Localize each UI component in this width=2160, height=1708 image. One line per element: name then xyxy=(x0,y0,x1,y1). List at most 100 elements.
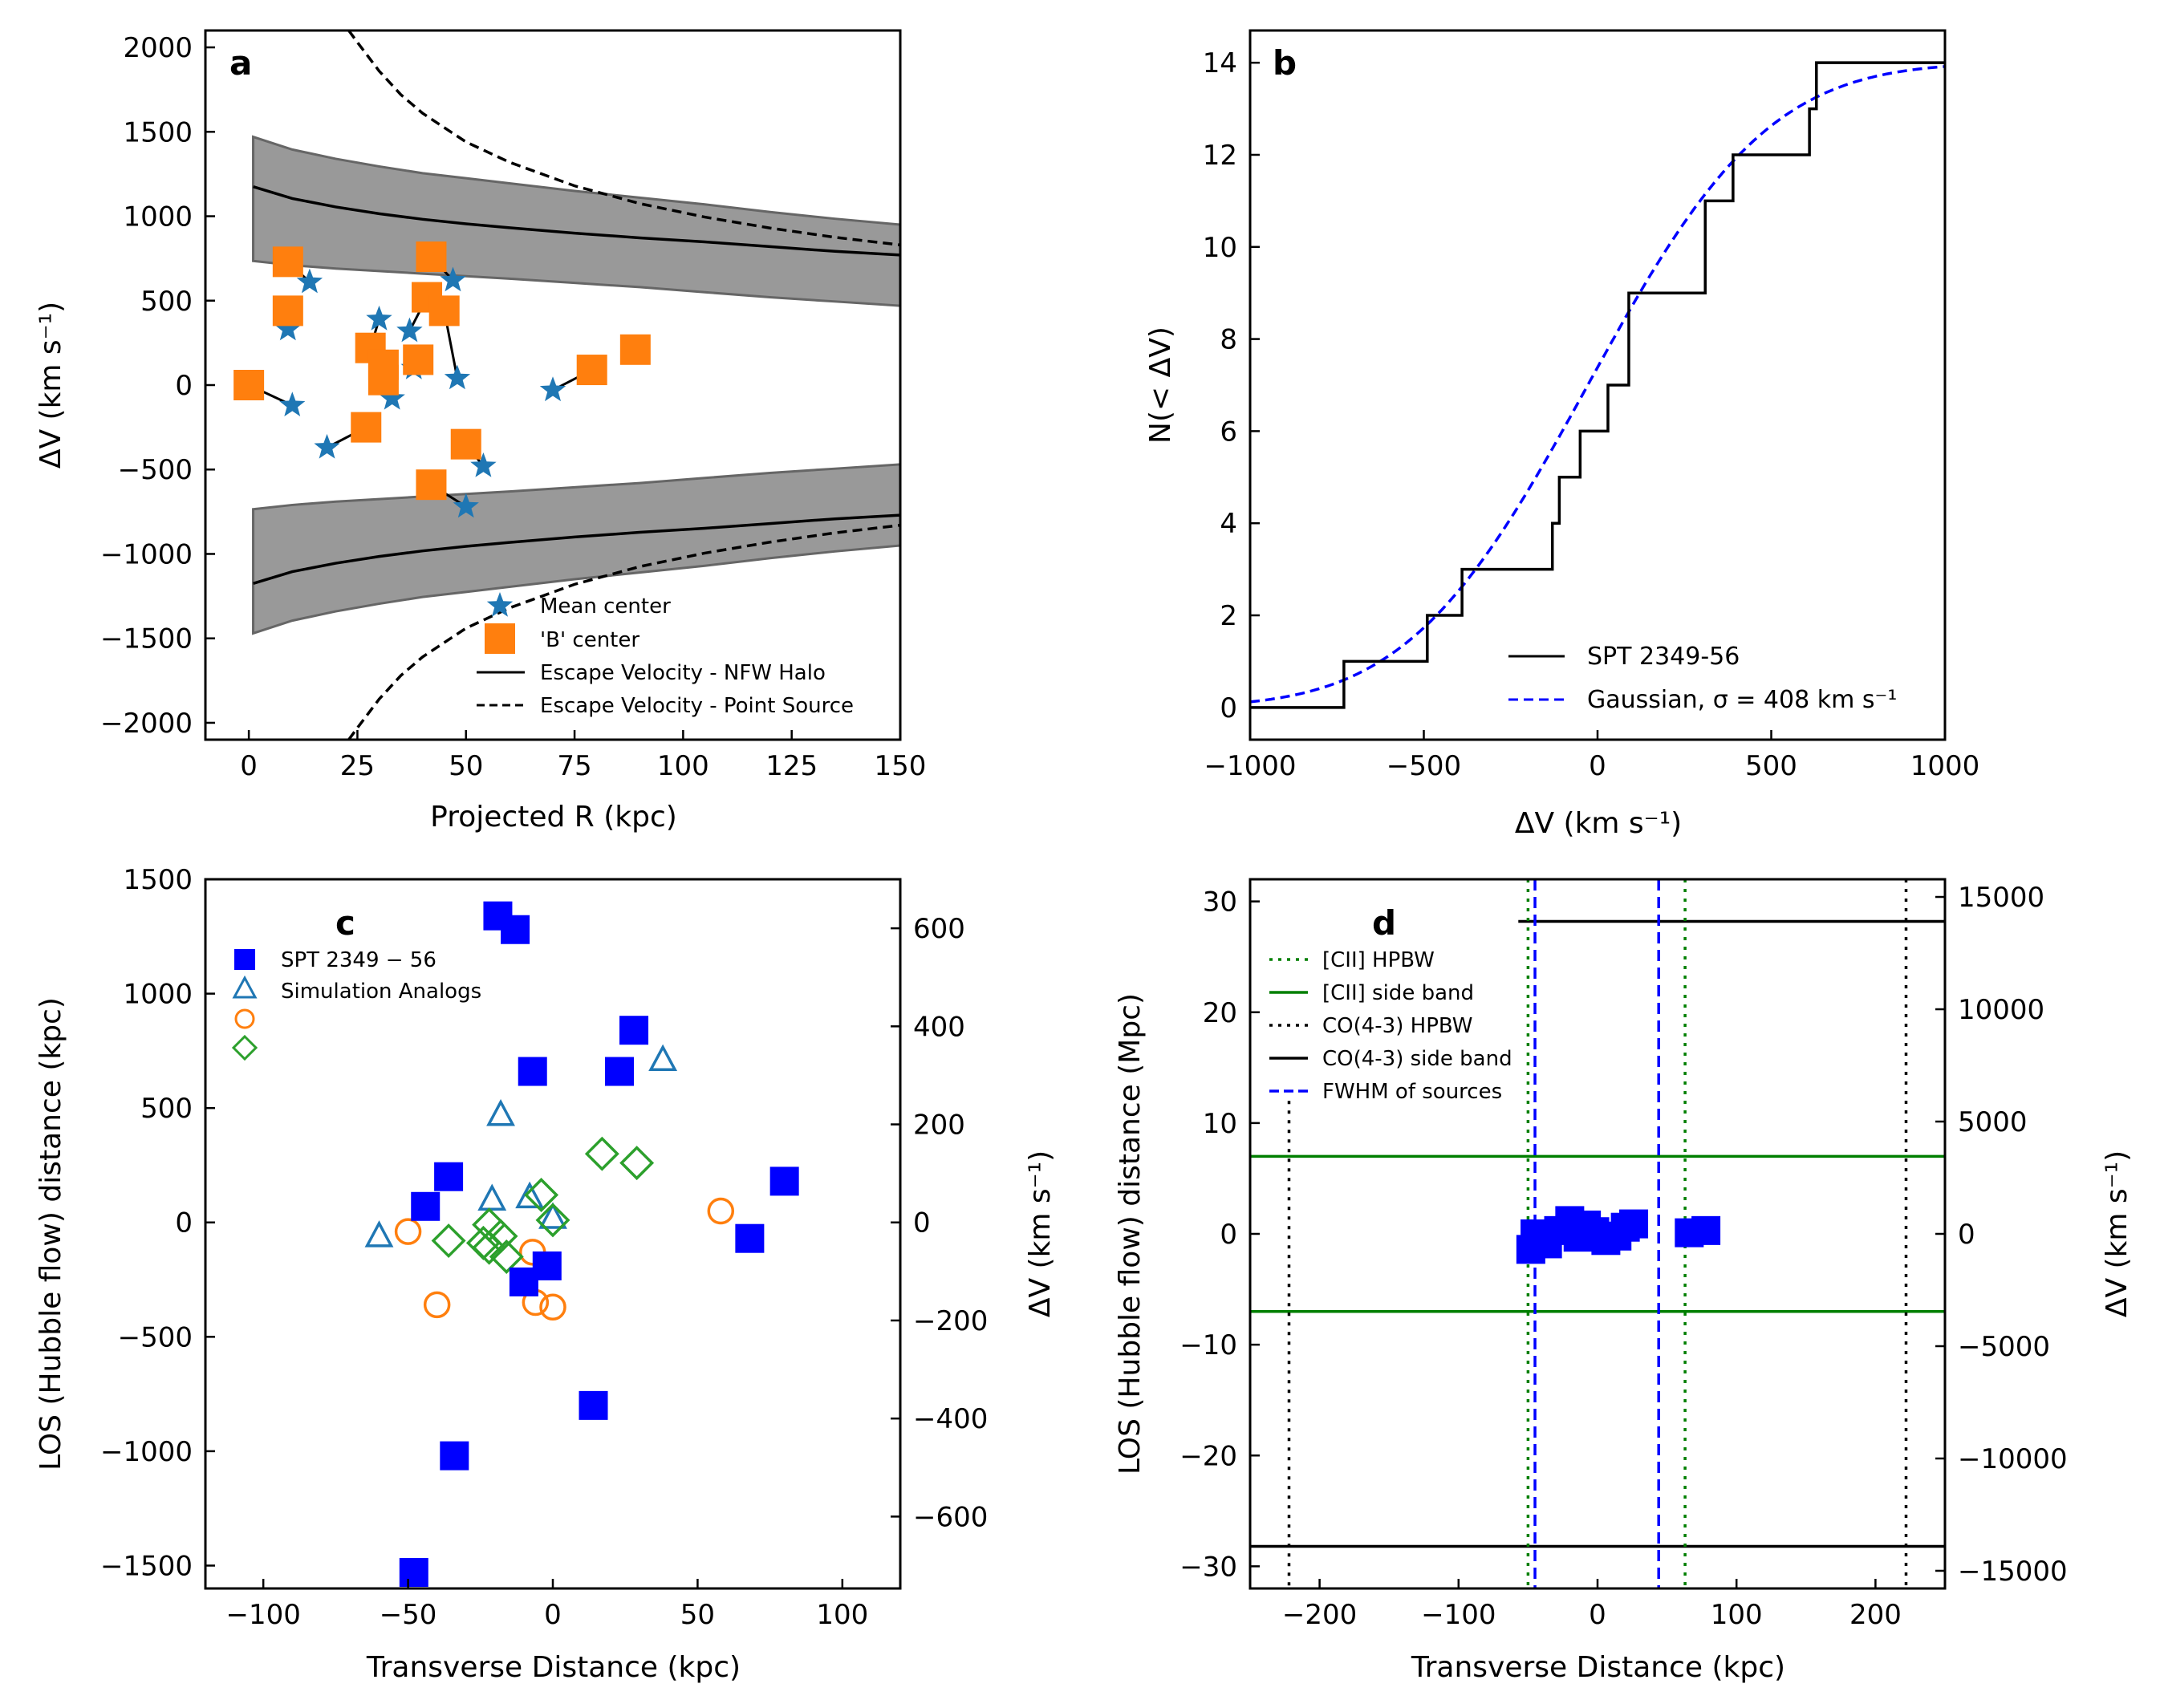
legend-label-spt: SPT 2349-56 xyxy=(1587,643,1740,671)
panel-d-ylabel-right: ΔV (km s⁻¹) xyxy=(2101,1150,2134,1317)
y-tick-label: 2 xyxy=(1220,600,1237,632)
gaussian-cdf-line xyxy=(1250,65,1945,704)
analog-triangle-point xyxy=(538,1202,567,1229)
panel-a-letter: a xyxy=(229,43,252,83)
y-right-tick-label: −400 xyxy=(913,1403,988,1435)
panel-b-xlabel: ΔV (km s⁻¹) xyxy=(1515,807,1682,840)
analog-diamond-point xyxy=(524,1178,559,1212)
b-center-point xyxy=(351,412,382,443)
analog-diamond-point xyxy=(489,1239,524,1274)
y-tick-label: 1500 xyxy=(123,864,193,896)
point-source-escape-line xyxy=(347,30,900,247)
panel-d-ylabel: LOS (Hubble flow) distance (Mpc) xyxy=(1114,993,1147,1475)
analog-diamond-point xyxy=(584,1136,619,1171)
legend-nfw: Escape Velocity - NFW Halo xyxy=(477,661,826,685)
x-tick-label: 100 xyxy=(657,750,709,782)
panel-b-letter: b xyxy=(1273,43,1297,83)
x-tick-label: 1000 xyxy=(1910,750,1980,782)
panel-c-ylabel: LOS (Hubble flow) distance (kpc) xyxy=(35,997,67,1471)
y-tick-label: −2000 xyxy=(100,708,193,740)
y-tick-label: −500 xyxy=(118,454,193,486)
analog-triangle-point xyxy=(515,1181,545,1209)
y-tick-label: 0 xyxy=(175,370,193,402)
analog-triangle-point xyxy=(364,1220,394,1248)
x-tick-label: 500 xyxy=(1745,750,1797,782)
nfw-escape-line xyxy=(253,513,900,585)
panel-b-plot-area xyxy=(1250,61,1945,709)
panel-a-plot-area xyxy=(233,30,900,740)
mean-center-point xyxy=(314,433,340,459)
y-tick-label: 4 xyxy=(1220,508,1237,540)
spt-source-point xyxy=(604,1057,634,1086)
b-center-point xyxy=(619,334,651,365)
x-tick-label: 50 xyxy=(449,750,483,782)
analog-diamond-point xyxy=(535,1203,570,1238)
y-tick-label: 30 xyxy=(1203,886,1237,919)
legend-cii-sideband: [CII] side band xyxy=(1269,981,1474,1005)
x-tick-label: −100 xyxy=(1421,1599,1496,1631)
legend-mean-center: Mean center xyxy=(486,592,671,619)
panel-a-legend: Mean center 'B' center Escape Velocity -… xyxy=(477,592,854,718)
analog-diamond-point xyxy=(472,1230,507,1265)
y-tick-label: 0 xyxy=(1220,692,1237,724)
mean-center-point xyxy=(396,317,423,343)
x-tick-label: −50 xyxy=(380,1599,437,1631)
y-right-tick-label: −200 xyxy=(913,1305,988,1337)
b-center-point xyxy=(450,428,481,460)
legend-label-analogs: Simulation Analogs xyxy=(281,980,481,1004)
b-center-point xyxy=(576,355,607,386)
mean-center-point xyxy=(274,315,301,341)
x-tick-label: 150 xyxy=(875,750,927,782)
analog-triangle-point xyxy=(486,1099,515,1126)
panel-b-frame xyxy=(1248,29,1947,741)
y-tick-label: −1500 xyxy=(100,1550,193,1582)
legend-cii-hpbw-label: [CII] HPBW xyxy=(1322,948,1435,972)
mean-center-point xyxy=(440,266,466,292)
y-tick-label: 1000 xyxy=(123,979,193,1011)
y-tick-label: 10 xyxy=(1203,232,1237,264)
panel-c-plot-area xyxy=(364,901,799,1588)
spt-source-point xyxy=(399,1558,428,1588)
legend-label-nfw: Escape Velocity - NFW Halo xyxy=(540,661,826,685)
panel-c: c −100 −50 0 50 100−1500−1000−50005001000150… xyxy=(35,864,1057,1684)
x-tick-label: −100 xyxy=(225,1599,300,1631)
y-right-tick-label: 5000 xyxy=(1958,1106,2028,1138)
y-tick-label: 2000 xyxy=(123,32,193,64)
analog-circle-point xyxy=(707,1197,735,1225)
y-right-tick-label: 0 xyxy=(1958,1219,1975,1251)
panel-c-ylabel-right: ΔV (km s⁻¹) xyxy=(1024,1150,1057,1317)
y-right-tick-label: 15000 xyxy=(1958,882,2044,914)
y-tick-label: −10 xyxy=(1179,1329,1237,1361)
spt-source-point xyxy=(619,1016,649,1045)
analog-diamond-point xyxy=(619,1146,655,1181)
legend-label-mean-center: Mean center xyxy=(540,594,671,619)
b-center-point xyxy=(272,295,303,327)
y-tick-label: −1000 xyxy=(100,538,193,570)
y-tick-label: 6 xyxy=(1220,416,1237,448)
spt-source-point xyxy=(769,1166,799,1196)
x-tick-label: 50 xyxy=(680,1599,715,1631)
y-tick-label: 500 xyxy=(140,286,193,318)
panel-c-xlabel: Transverse Distance (kpc) xyxy=(366,1651,741,1684)
y-right-tick-label: 400 xyxy=(913,1011,965,1043)
panel-a-ylabel: ΔV (km s⁻¹) xyxy=(35,302,67,469)
mean-center-point xyxy=(279,392,306,416)
legend-label-gaussian: Gaussian, σ = 408 km s⁻¹ xyxy=(1587,686,1897,714)
y-tick-label: 14 xyxy=(1203,47,1237,79)
x-tick-label: 0 xyxy=(1589,750,1606,782)
y-tick-label: −20 xyxy=(1179,1440,1237,1472)
x-tick-label: 100 xyxy=(816,1599,868,1631)
x-tick-label: 0 xyxy=(544,1599,562,1631)
x-tick-label: 25 xyxy=(340,750,375,782)
y-tick-label: −30 xyxy=(1179,1551,1237,1583)
legend-square-icon xyxy=(485,623,515,654)
y-tick-label: 20 xyxy=(1203,997,1237,1029)
panel-c-letter: c xyxy=(335,903,355,943)
y-right-tick-label: 600 xyxy=(913,913,965,945)
b-center-point xyxy=(416,241,447,273)
legend-co-sideband-label: CO(4-3) side band xyxy=(1322,1047,1512,1071)
y-tick-label: 0 xyxy=(175,1207,193,1239)
x-tick-label: 0 xyxy=(240,750,258,782)
analog-circle-point xyxy=(423,1291,451,1319)
